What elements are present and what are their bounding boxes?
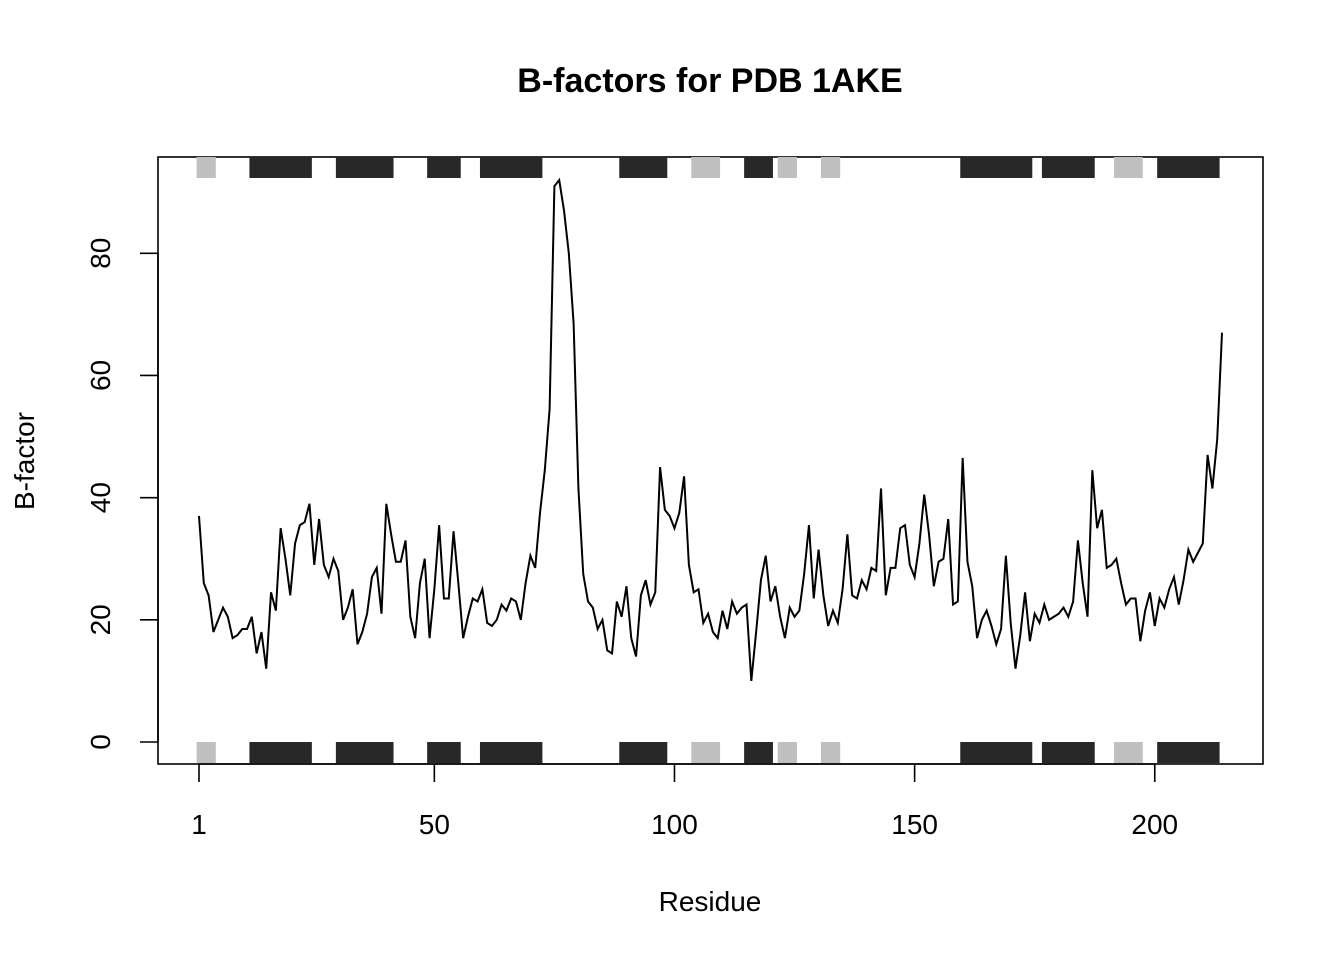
ss-sheet-top-0 — [196, 157, 216, 178]
y-tick-label: 0 — [85, 734, 116, 750]
ss-sheet-top-6 — [691, 157, 721, 178]
ss-helix-bottom-2 — [335, 742, 394, 763]
y-tick-label: 60 — [85, 360, 116, 391]
ss-helix-top-10 — [960, 157, 1033, 178]
chart-title: B-factors for PDB 1AKE — [517, 62, 902, 100]
x-axis: 1 50 100 150 200 — [191, 763, 1178, 840]
x-tick-label: 150 — [891, 809, 938, 840]
ss-helix-top-13 — [1157, 157, 1220, 178]
ss-helix-bottom-4 — [479, 742, 543, 763]
ss-helix-bottom-3 — [427, 742, 461, 763]
ss-sheet-bottom-6 — [691, 742, 721, 763]
x-axis-label: Residue — [659, 886, 762, 917]
y-tick-label: 80 — [85, 238, 116, 269]
x-tick-label: 200 — [1131, 809, 1178, 840]
x-tick-label: 100 — [651, 809, 698, 840]
ss-sheet-top-8 — [777, 157, 797, 178]
ss-sheet-bottom-8 — [777, 742, 797, 763]
x-tick-label: 1 — [191, 809, 207, 840]
ss-helix-bottom-13 — [1157, 742, 1220, 763]
y-axis-label: B-factor — [9, 412, 40, 510]
x-tick-label: 50 — [419, 809, 450, 840]
ss-sheet-bottom-12 — [1113, 742, 1143, 763]
ss-helix-top-5 — [619, 157, 668, 178]
ss-sheet-top-12 — [1113, 157, 1143, 178]
y-axis: 0 20 40 60 80 — [85, 238, 159, 750]
ss-sheet-bottom-0 — [196, 742, 216, 763]
ss-helix-top-11 — [1041, 157, 1095, 178]
ss-sheet-top-9 — [820, 157, 841, 178]
y-tick-label: 20 — [85, 604, 116, 635]
ss-sheet-bottom-9 — [820, 742, 841, 763]
ss-helix-bottom-5 — [619, 742, 668, 763]
ss-helix-top-2 — [335, 157, 394, 178]
b-factor-line — [198, 177, 1223, 682]
ss-helix-top-3 — [427, 157, 461, 178]
ss-helix-top-1 — [249, 157, 312, 178]
ss-helix-bottom-1 — [249, 742, 312, 763]
secondary-structure-bars — [196, 157, 1220, 763]
ss-helix-bottom-10 — [960, 742, 1033, 763]
ss-helix-top-7 — [744, 157, 773, 178]
ss-helix-bottom-7 — [744, 742, 773, 763]
plot-frame — [157, 156, 1264, 765]
ss-helix-bottom-11 — [1041, 742, 1095, 763]
y-tick-label: 40 — [85, 482, 116, 513]
ss-helix-top-4 — [479, 157, 543, 178]
